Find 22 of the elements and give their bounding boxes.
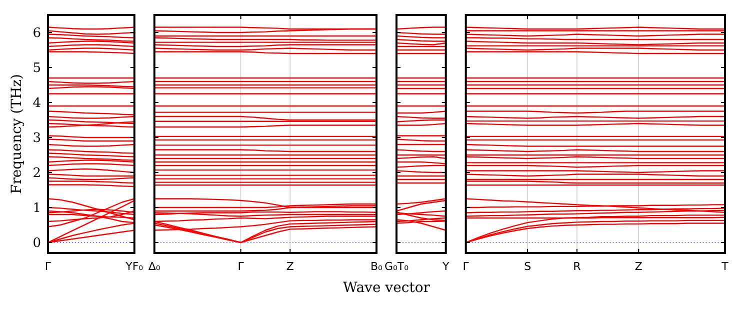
- y-tick-label: 1: [32, 201, 41, 216]
- x-tick-label: R: [573, 260, 582, 273]
- x-tick-label: YF₀: [124, 260, 144, 273]
- x-tick-label: Y: [441, 260, 450, 273]
- x-tick-label: Z: [634, 260, 643, 273]
- x-tick-label: Γ: [462, 260, 470, 273]
- x-tick-label: G₀T₀: [384, 260, 410, 273]
- x-tick-label: Γ: [238, 260, 245, 273]
- x-tick-label: Z: [286, 260, 294, 273]
- y-tick-label: 6: [32, 26, 41, 42]
- y-tick-label: 2: [32, 166, 41, 182]
- x-tick-label: T: [720, 260, 729, 273]
- x-tick-label: Δ₀: [148, 260, 161, 273]
- x-tick-label: S: [524, 260, 532, 273]
- y-tick-label: 0: [32, 236, 41, 252]
- y-tick-label: 4: [32, 96, 41, 112]
- x-axis-title: Wave vector: [343, 280, 430, 296]
- y-tick-label: 5: [32, 61, 41, 76]
- x-tick-label: B₀: [370, 260, 384, 273]
- y-axis-title: Frequency (THz): [9, 74, 25, 194]
- y-tick-label: 3: [32, 131, 41, 146]
- x-tick-label: Γ: [44, 260, 52, 273]
